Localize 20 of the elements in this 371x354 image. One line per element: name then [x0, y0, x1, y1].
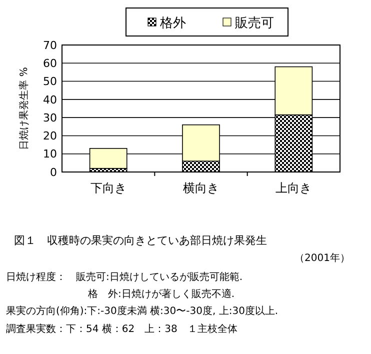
- y-tick-label: 50: [43, 75, 57, 88]
- text: 果実の方向(仰角):下:-30度未満 横:30〜-30度, 上:30度以上.: [6, 305, 278, 317]
- y-tick-label: 20: [43, 130, 57, 143]
- legend-label: 販売可: [235, 16, 274, 31]
- y-tick-label: 40: [43, 93, 57, 106]
- legend-label: 格外: [159, 16, 186, 31]
- y-tick-label: 30: [43, 111, 57, 124]
- text: 格 外:日焼けが著しく販売不適.: [87, 288, 235, 300]
- x-tick-label: 上向き: [276, 181, 312, 195]
- y-tick-label: 0: [50, 166, 57, 179]
- x-tick-label: 下向き: [90, 181, 126, 195]
- y-tick-label: 60: [43, 56, 57, 70]
- text: 日焼け程度： 販売可:日焼けしているが販売可能範.: [6, 271, 243, 283]
- text: 図１ 収穫時の果実の向きとていあ部日焼け果発生: [14, 234, 267, 247]
- text: 調査果実数：下：54 横：62 上：38 １主枝全体: [6, 323, 238, 335]
- y-tick-label: 10: [43, 148, 57, 161]
- text: （2001年）: [294, 252, 350, 264]
- y-axis-title: 日焼け果発生率 %: [18, 67, 30, 150]
- y-tick-label: 70: [43, 38, 57, 52]
- x-tick-label: 横向き: [183, 181, 219, 195]
